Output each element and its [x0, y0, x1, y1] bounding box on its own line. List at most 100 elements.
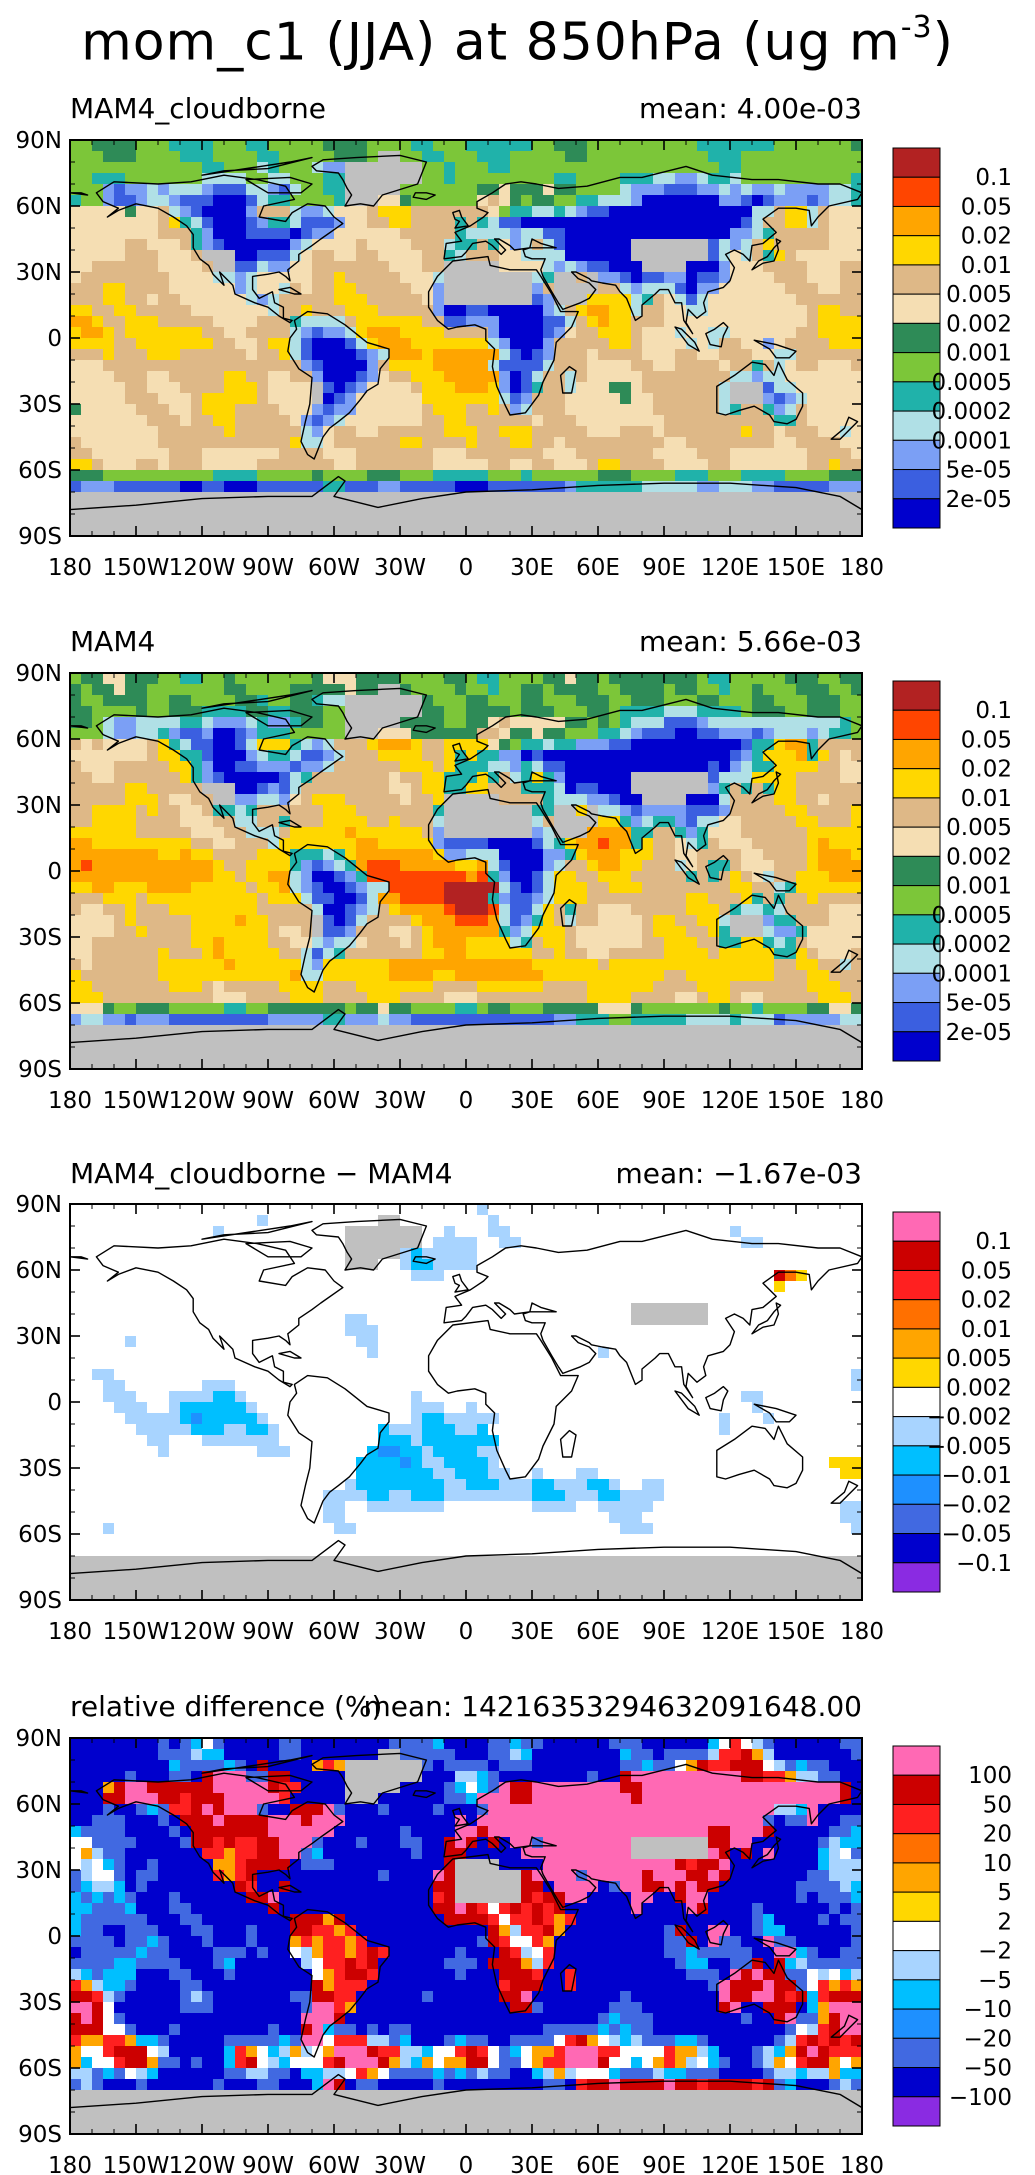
colorbar-box: [892, 885, 941, 916]
coastline-sum: [674, 1924, 700, 1950]
coastline-bor: [705, 1919, 729, 1946]
colorbar: 0.1 0.05 0.02 0.01 0.005 0.002 0.001 0.0005 0.00…: [892, 680, 1012, 1062]
colorbar-box: [892, 1474, 941, 1505]
colorbar-box: [892, 1862, 941, 1893]
x-tick-label: 0: [459, 1619, 474, 1645]
coastline-sa: [287, 1908, 390, 2058]
x-tick-label: 120W: [169, 1619, 236, 1645]
page-title-text: mom_c1 (JJA) at 850hPa (ug m: [81, 12, 901, 73]
colorbar-box: [892, 205, 941, 237]
colorbar-label: 5e-05: [946, 458, 1012, 484]
x-tick-label: 150W: [103, 555, 170, 581]
x-tick-label: 180: [48, 555, 92, 581]
colorbar-box: [892, 352, 941, 383]
map-field: [70, 673, 862, 1069]
colorbar-label: 0.002: [946, 1375, 1012, 1401]
x-tick-label: 60W: [308, 2153, 360, 2175]
colorbar-box: [892, 768, 941, 799]
coastline-bor: [705, 321, 729, 348]
x-tick-label: 120W: [169, 555, 236, 581]
colorbar-label: −0.05: [942, 1522, 1012, 1548]
coastline-el: [201, 1220, 313, 1240]
y-tick-label: 90N: [16, 1726, 62, 1752]
coastline-nz: [830, 416, 859, 440]
colorbar-label: 0.05: [961, 728, 1012, 754]
colorbar-label: 0.001: [946, 341, 1012, 367]
coastline-gl: [311, 1218, 428, 1271]
y-tick-label: 30N: [16, 1858, 62, 1884]
y-tick-label: 30N: [16, 1324, 62, 1350]
coastline-ice: [412, 1790, 436, 1799]
coastline-an: [70, 1008, 862, 1069]
x-tick-label: 150E: [767, 555, 825, 581]
colorbar-box: [892, 1891, 941, 1922]
coastline-png: [753, 339, 797, 359]
coastline-jp: [751, 238, 782, 271]
y-tick-label: 90S: [18, 1588, 62, 1614]
colorbar-label: −0.002: [927, 1405, 1012, 1431]
coastline-na: [95, 174, 344, 324]
coastline-eu: [443, 165, 862, 335]
colorbar-label: 2: [997, 1909, 1012, 1935]
x-tick-label: 150E: [767, 1619, 825, 1645]
coastline-cu: [278, 286, 302, 295]
y-tick-label: 90S: [18, 524, 62, 550]
y-tick-label: 90S: [18, 2122, 62, 2148]
x-tick-label: 90W: [242, 555, 294, 581]
panel-mean: mean: 4.00e-03: [639, 92, 862, 125]
y-tick-label: 90N: [16, 128, 62, 154]
coastline-mad: [559, 365, 577, 394]
colorbar-box: [892, 1562, 941, 1593]
colorbar-label: −10: [963, 1997, 1012, 2023]
coastline-eu: [443, 1763, 862, 1933]
colorbar-box: [892, 1269, 941, 1301]
x-tick-label: 150E: [767, 2153, 825, 2175]
panel-title: relative difference (%): [70, 1690, 382, 1723]
coastline-mad: [559, 1963, 577, 1992]
coastline-cu: [278, 819, 302, 828]
colorbar-label: 5: [997, 1880, 1012, 1906]
coastline-bf: [245, 176, 313, 194]
colorbar: 0.1 0.05 0.02 0.01 0.005 0.002 0.001 0.0005 0.00…: [892, 147, 1012, 529]
colorbar-box: [892, 381, 941, 412]
coastline-an: [70, 2073, 862, 2134]
coastline-sum: [674, 1390, 700, 1416]
colorbar-box: [892, 147, 941, 178]
coastline-nz2: [70, 1790, 89, 1794]
colorbar-label: 0.01: [961, 786, 1012, 812]
x-tick-label: 30W: [374, 2153, 426, 2175]
colorbar-box: [892, 680, 941, 711]
x-tick-label: 60W: [308, 1088, 360, 1114]
colorbar-box: [892, 797, 941, 828]
coastline-bf: [245, 1774, 313, 1792]
coastline-an: [70, 1539, 862, 1600]
colorbar-box: [892, 738, 941, 770]
coastline-mad: [559, 898, 577, 927]
x-tick-label: 150W: [103, 1088, 170, 1114]
colorbar-label: 0.05: [961, 1259, 1012, 1285]
colorbar-box: [892, 1328, 941, 1359]
colorbar-label: 0.005: [946, 282, 1012, 308]
coastline-el: [201, 689, 313, 709]
panel-title: MAM4: [70, 625, 155, 658]
colorbar-box: [892, 1002, 941, 1033]
y-tick-label: 90S: [18, 1057, 62, 1083]
x-tick-label: 90W: [242, 1088, 294, 1114]
coastline-gl: [311, 154, 428, 207]
colorbar-label: −0.005: [927, 1434, 1012, 1460]
coastline-uk: [452, 1273, 469, 1293]
coastline-eu: [443, 698, 862, 868]
map-field: [70, 140, 862, 536]
x-tick-label: 90E: [642, 1619, 686, 1645]
colorbar-box: [892, 1240, 941, 1271]
panel-1: MAM4_cloudborne mean: 4.00e-03 180 150W 120W…: [16, 92, 1012, 581]
coastline-bor: [705, 854, 729, 881]
x-tick-label: 180: [48, 2153, 92, 2175]
coastline-gl: [311, 687, 428, 740]
panel-title: MAM4_cloudborne − MAM4: [70, 1157, 453, 1190]
coastline-png: [753, 1937, 797, 1957]
colorbar-box: [892, 2067, 941, 2098]
x-tick-label: 60E: [576, 1088, 620, 1114]
colorbar-box: [892, 1774, 941, 1805]
